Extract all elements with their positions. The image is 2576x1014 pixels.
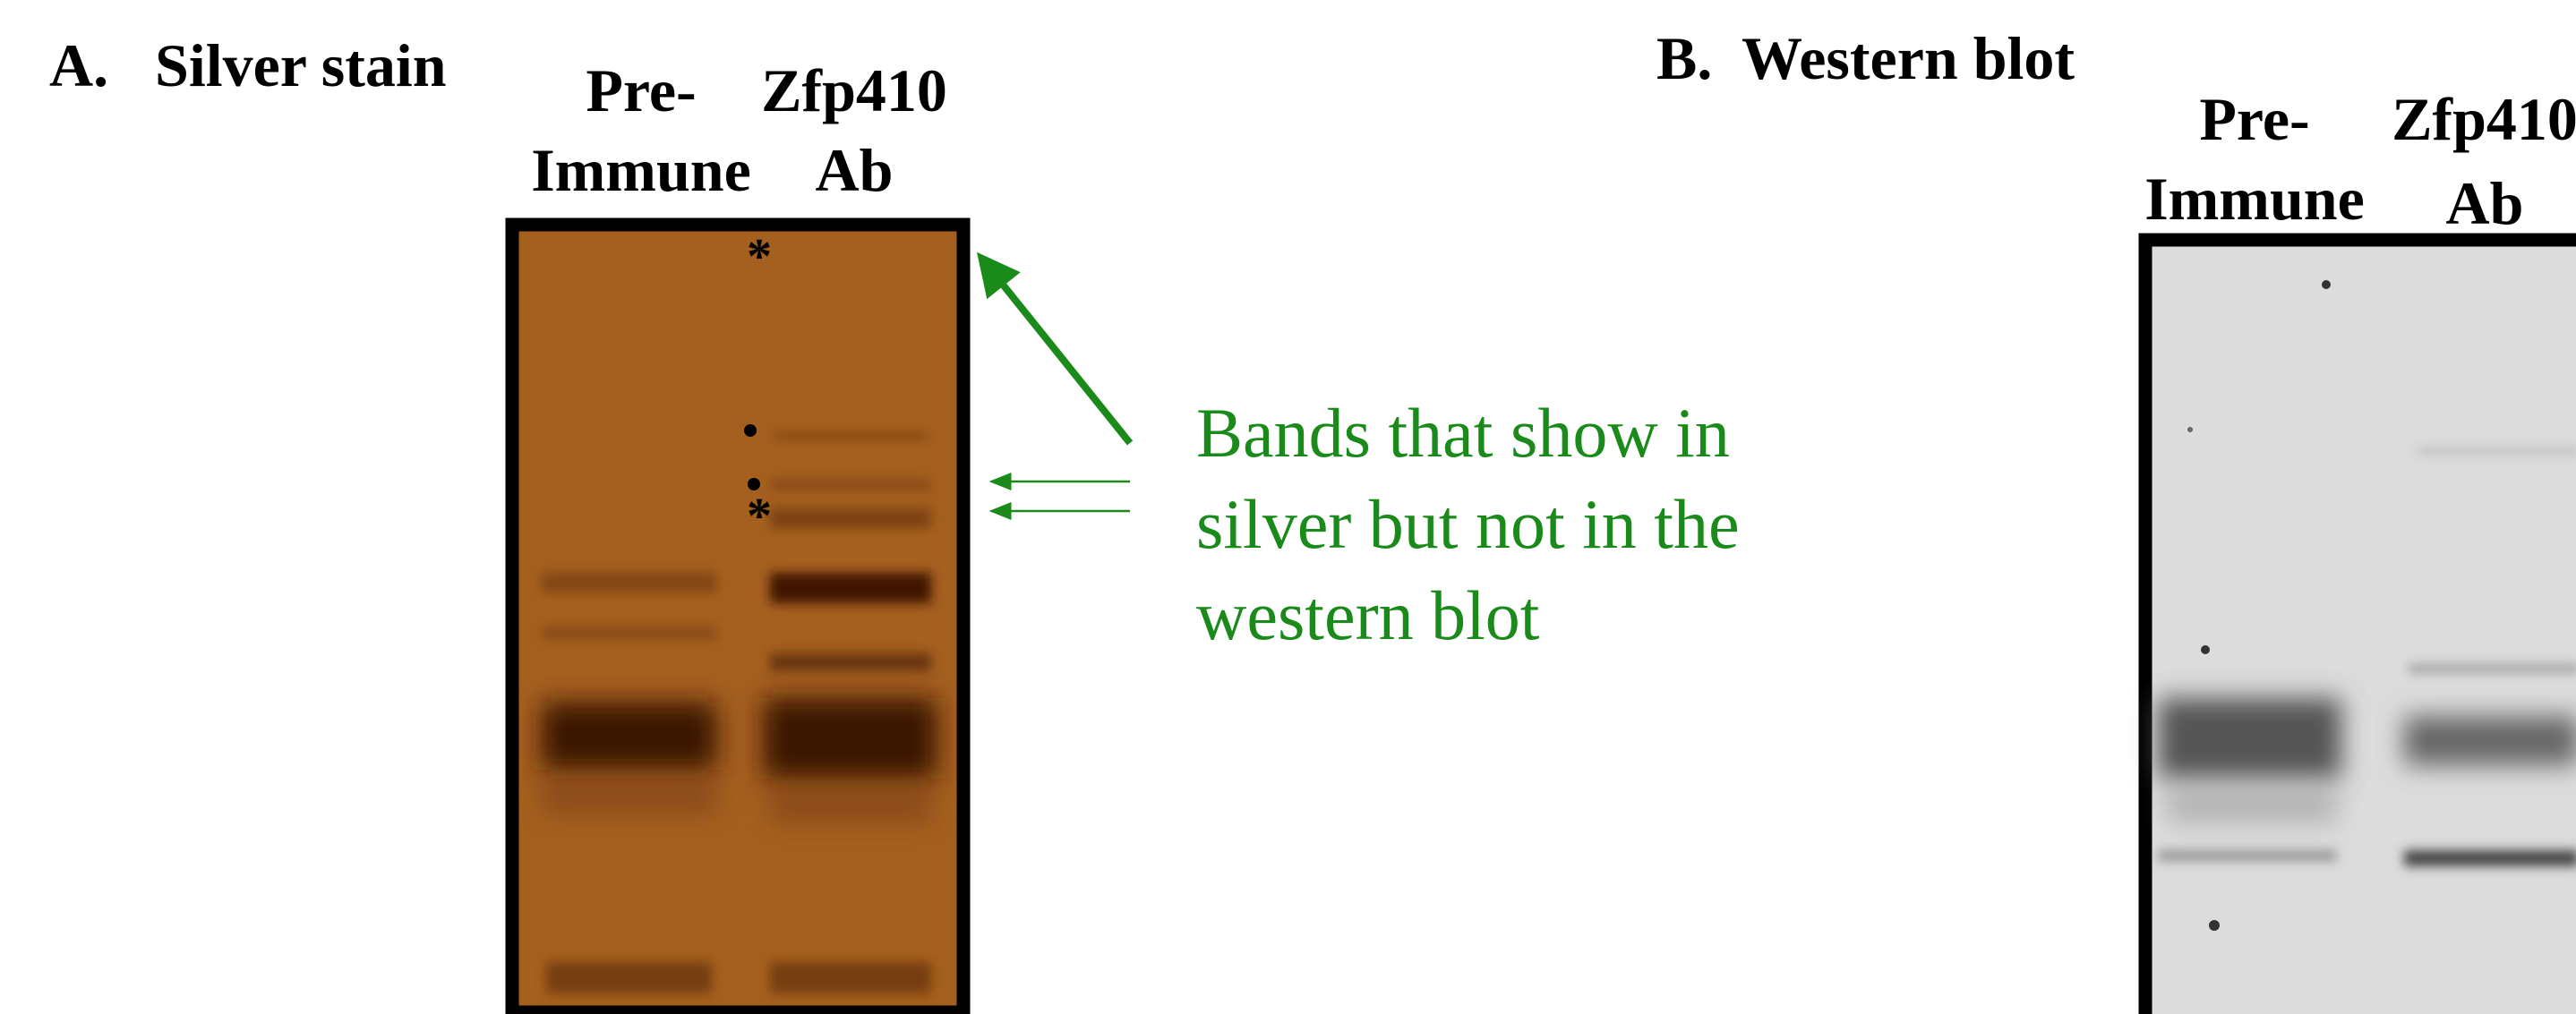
svg-text:*: * [747,489,772,544]
lane-label: Ab [816,136,894,204]
western-blot [2145,240,2576,1014]
annotation: Bands that show in [1196,394,1730,472]
lane-label: Zfp410 [2392,85,2576,153]
lane-label: Ab [2446,169,2524,237]
lane-label: Zfp410 [761,56,947,124]
panel-title: Western blot [1742,24,2075,92]
page: A. Silver stain Pre- Immune Zfp410 Ab * … [0,0,2576,1014]
lane-label: Immune [2144,165,2365,233]
figure: A. Silver stain Pre- Immune Zfp410 Ab * … [0,0,2576,1014]
panel-label: A. [49,31,108,99]
lane-label: Pre- [2199,85,2309,153]
panel-title: Silver stain [155,31,447,99]
lane-label: Immune [531,136,751,204]
panel-label: B. [1656,24,1712,92]
svg-text:*: * [747,229,772,285]
annotation: western blot [1196,576,1540,654]
arrow [981,258,1130,443]
lane-label: Pre- [586,56,696,124]
annotation: silver but not in the [1196,485,1740,563]
silver-gel: * * [512,225,963,1012]
